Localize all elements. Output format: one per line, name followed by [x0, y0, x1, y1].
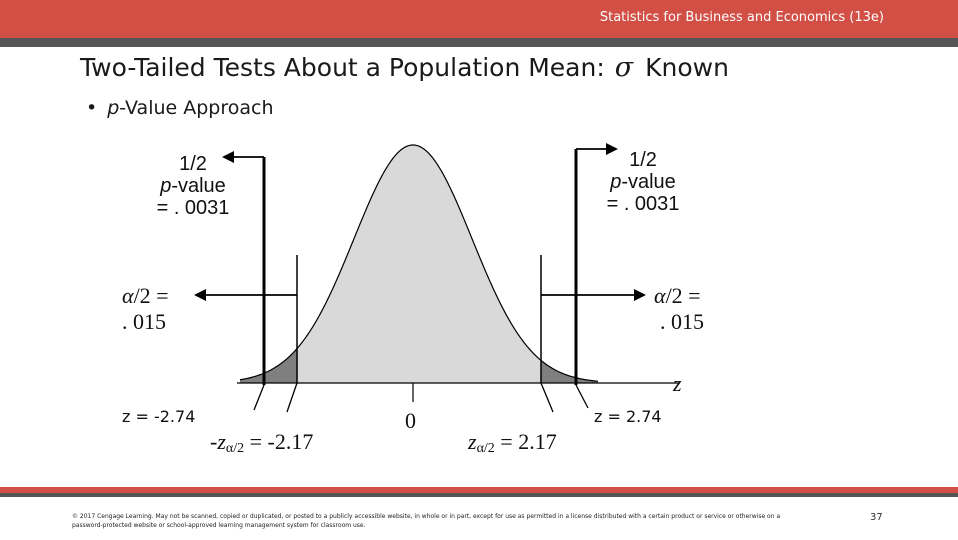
- left-alpha-rest: /2 =: [133, 283, 169, 308]
- left-alpha-arrowhead: [194, 289, 206, 301]
- right-pvalue-line3: = . 0031: [606, 193, 680, 215]
- right-pvalue-arrowhead: [606, 143, 618, 155]
- slide-title-text: Two-Tailed Tests About a Population Mean…: [80, 53, 605, 82]
- right-z-stat-label: z = 2.74: [594, 407, 662, 426]
- right-crit-foot: [540, 382, 554, 413]
- left-z-stat-label: z = -2.74: [122, 407, 196, 426]
- left-pvalue-arrowhead: [222, 151, 234, 163]
- right-alpha-arrowhead: [634, 289, 646, 301]
- right-pvalue-p: p: [610, 171, 622, 193]
- copyright-notice: © 2017 Cengage Learning. May not be scan…: [72, 513, 781, 529]
- header-bar: [0, 0, 958, 38]
- right-critical-label: zα/2 = 2.17: [468, 429, 557, 459]
- right-critical-value: = 2.17: [500, 429, 557, 454]
- bullet-item: • p-Value Approach: [86, 97, 274, 119]
- slide-title: Two-Tailed Tests About a Population Mean…: [80, 52, 729, 83]
- left-alpha-value: . 015: [122, 309, 166, 334]
- left-pvalue-line1: 1/2: [179, 153, 207, 175]
- left-critical-var: z: [217, 429, 226, 454]
- curve-body: [240, 145, 598, 383]
- left-pvalue-p: p: [160, 175, 172, 197]
- right-pvalue-line2: p-value: [596, 171, 690, 193]
- left-critical-value: = -2.17: [249, 429, 314, 454]
- header-shadow: [0, 38, 958, 47]
- footer-bar: [0, 487, 958, 493]
- left-alpha-symbol: α: [122, 283, 134, 308]
- left-critical-prefix: -: [210, 429, 218, 454]
- right-pvalue-word: -value: [621, 171, 676, 193]
- bullet-dot: •: [86, 97, 98, 119]
- left-crit-foot: [286, 382, 298, 413]
- bullet-italic: p: [107, 97, 120, 119]
- left-pvalue-word: -value: [171, 175, 226, 197]
- left-alpha-label: α/2 = . 015: [122, 283, 169, 335]
- left-pvalue-label: 1/2 p-value = . 0031: [146, 153, 240, 219]
- right-alpha-value: . 015: [660, 309, 704, 334]
- slide-title-suffix: Known: [645, 53, 729, 82]
- bullet-text: -Value Approach: [119, 97, 274, 119]
- curve-outline: [239, 144, 599, 382]
- right-alpha-rest: /2 =: [665, 283, 701, 308]
- right-pvalue-label: 1/2 p-value = . 0031: [596, 149, 690, 215]
- right-critical-sub: α/2: [476, 441, 495, 456]
- left-tail-area: [240, 348, 297, 383]
- left-critical-label: -zα/2 = -2.17: [210, 429, 313, 459]
- right-tail-area: [541, 360, 598, 383]
- footer-shadow: [0, 493, 958, 497]
- sigma-symbol: σ: [614, 52, 634, 83]
- left-stat-foot: [253, 384, 265, 411]
- left-pvalue-line3: = . 0031: [156, 197, 230, 219]
- book-title: Statistics for Business and Economics (1…: [599, 10, 884, 25]
- right-alpha-symbol: α: [654, 283, 666, 308]
- axis-label: z: [673, 371, 682, 396]
- left-critical-sub: α/2: [225, 441, 245, 456]
- right-critical-var: z: [468, 429, 477, 454]
- right-stat-foot: [575, 384, 589, 409]
- left-pvalue-line2: p-value: [146, 175, 240, 197]
- center-label: 0: [405, 408, 416, 433]
- right-alpha-label: α/2 = . 015: [654, 283, 704, 335]
- page-number: 37: [870, 512, 883, 523]
- right-pvalue-line1: 1/2: [629, 149, 657, 171]
